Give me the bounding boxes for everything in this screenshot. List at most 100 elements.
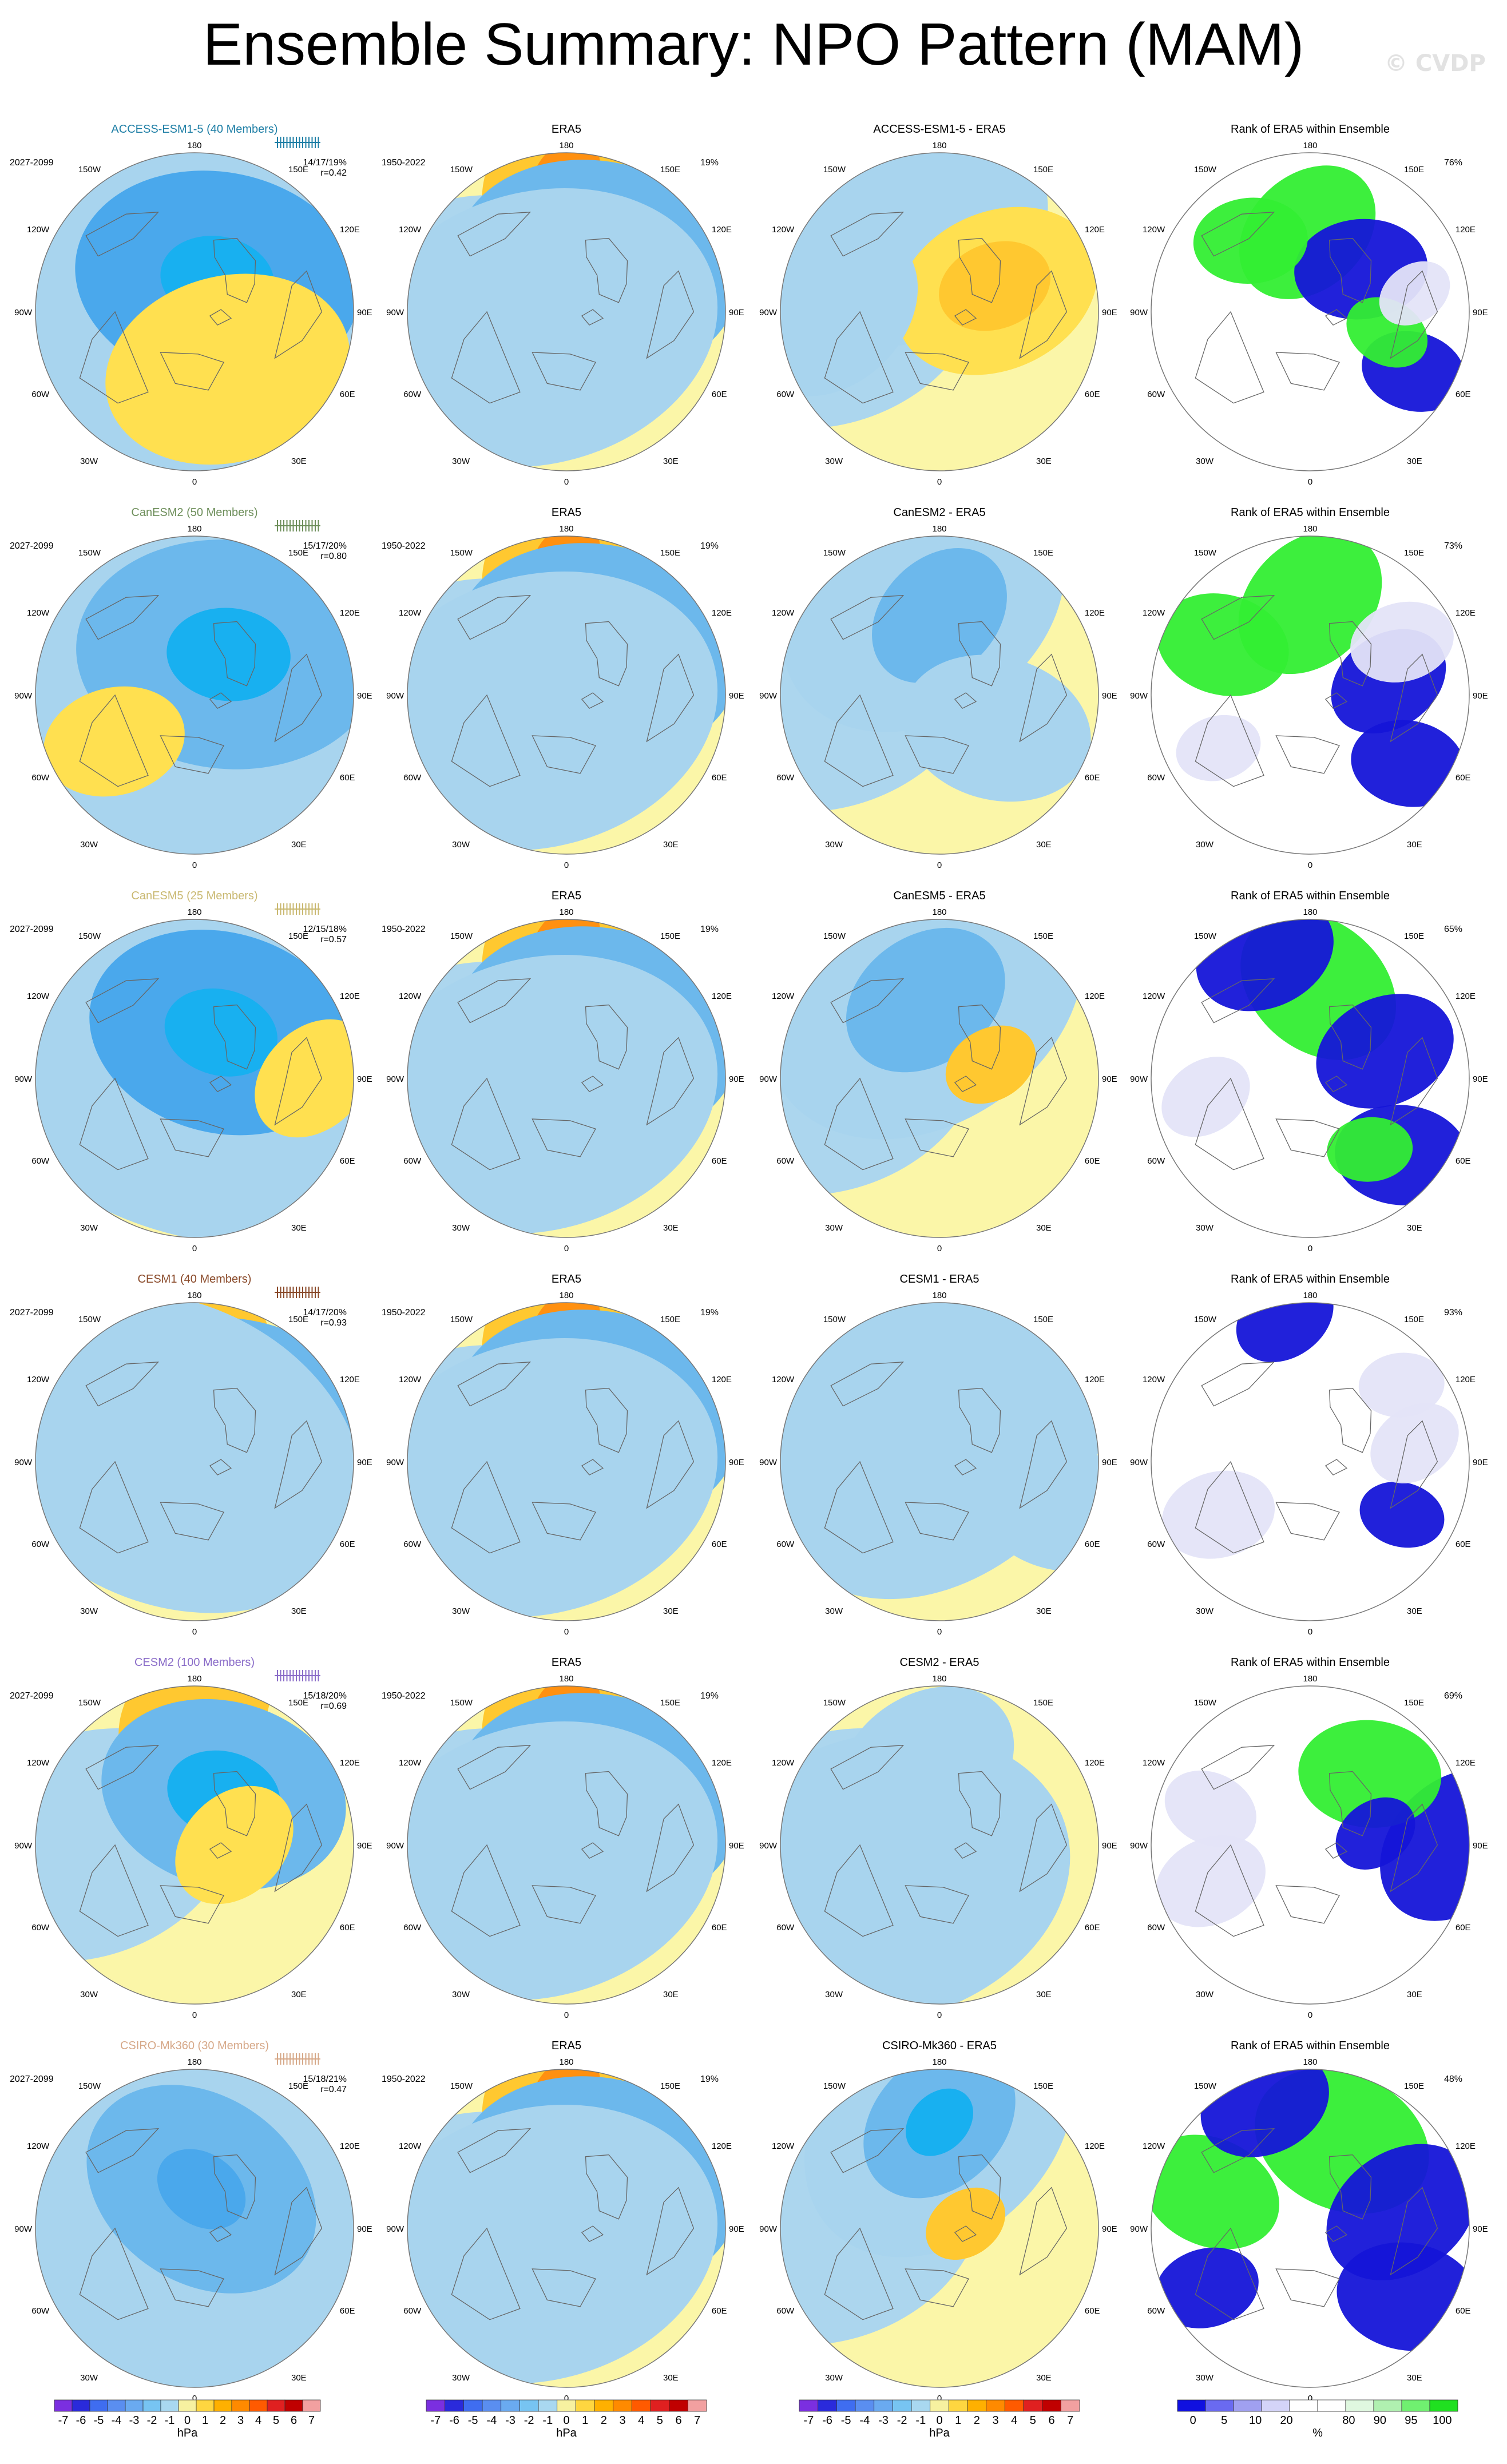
compass-label-mid_upper_left: 120W bbox=[1143, 225, 1165, 235]
variance-label: 73% bbox=[1444, 541, 1462, 551]
compass-label-mid_upper_right: 120E bbox=[1456, 225, 1476, 235]
coastline-2 bbox=[451, 311, 521, 404]
variance-label: 14/17/19% bbox=[303, 158, 347, 168]
compass-label-mid_upper_right: 120E bbox=[1456, 1758, 1476, 1768]
compass-label-lower_right: 30E bbox=[1407, 1606, 1422, 1616]
map-boundary bbox=[407, 2069, 726, 2388]
colorbar-tick-6: -1 bbox=[165, 2414, 175, 2427]
compass-label-right: 90E bbox=[1102, 2224, 1117, 2234]
compass-label-lower_left: 30W bbox=[452, 457, 470, 466]
coastline-5 bbox=[581, 1459, 604, 1476]
colorbar-tick-3: -4 bbox=[112, 2414, 122, 2427]
coastline-2 bbox=[79, 311, 149, 404]
anomaly-blob-2 bbox=[157, 2149, 246, 2229]
coastline-3 bbox=[905, 2268, 969, 2307]
rank-blob-1 bbox=[1316, 994, 1454, 1109]
compass-label-lower_left: 30W bbox=[1196, 1606, 1214, 1616]
compass-label-mid_upper_left: 120W bbox=[772, 991, 795, 1001]
compass-label-mid_upper_right: 120E bbox=[340, 2141, 360, 2151]
compass-label-top: 180 bbox=[1303, 141, 1317, 150]
map-boundary bbox=[1151, 1685, 1470, 2005]
compass-label-top: 180 bbox=[187, 141, 201, 150]
panel-title: ERA5 bbox=[552, 1656, 581, 1669]
colorbar-cell-4 bbox=[1289, 2399, 1318, 2412]
compass-label-upper_right: 150E bbox=[660, 931, 680, 941]
panel-title: CESM2 - ERA5 bbox=[900, 1656, 979, 1669]
rank-blob-5 bbox=[1379, 261, 1450, 326]
period-label: 2027-2099 bbox=[10, 158, 54, 168]
coastline-2 bbox=[824, 1461, 894, 1554]
panel-r4-c0: CESM2 (100 Members) 180 150W 150E 120W 120E 90… bbox=[10, 1656, 372, 2020]
colorbar-tick-7: 0 bbox=[184, 2414, 191, 2427]
colorbar-tick-4: -3 bbox=[505, 2414, 515, 2427]
coastline-3 bbox=[1275, 352, 1340, 391]
panel-title: Rank of ERA5 within Ensemble bbox=[1231, 890, 1390, 902]
compass-label-lower_right: 30E bbox=[1407, 1223, 1422, 1233]
rank-field bbox=[1151, 1303, 1469, 1621]
coastline-5 bbox=[581, 2225, 604, 2243]
compass-label-top: 180 bbox=[932, 907, 946, 917]
panel-title: CanESM2 - ERA5 bbox=[893, 506, 985, 519]
period-label: 1950-2022 bbox=[382, 925, 426, 934]
pressure-field bbox=[407, 919, 725, 1237]
rank-blob-5 bbox=[1176, 715, 1261, 781]
colorbar-cell-2 bbox=[463, 2399, 483, 2412]
map-boundary bbox=[35, 1302, 354, 1621]
map-boundary bbox=[407, 152, 726, 471]
rank-blob-4 bbox=[1358, 1352, 1445, 1418]
compass-label-upper_left: 150W bbox=[78, 165, 101, 174]
compass-label-mid_lower_left: 60W bbox=[31, 773, 50, 783]
compass-label-left: 90W bbox=[1130, 2224, 1148, 2234]
colorbar-hpa-obs: -7 -6 -5 -4 -3 -2 -1 0 1 2 3 4 5 6 7 hPa bbox=[426, 2399, 707, 2439]
colorbar-cell-11 bbox=[1004, 2399, 1024, 2412]
colorbar-tick-11: 4 bbox=[255, 2414, 261, 2427]
compass-label-lower_right: 30E bbox=[1036, 840, 1052, 850]
coastline-4 bbox=[457, 595, 532, 640]
compass-label-mid_upper_right: 120E bbox=[1456, 991, 1476, 1001]
pressure-field bbox=[780, 1686, 1098, 2004]
compass-label-upper_right: 150E bbox=[660, 1315, 680, 1324]
panel-title: ERA5 bbox=[552, 1273, 581, 1285]
compass-label-left: 90W bbox=[14, 691, 33, 701]
compass-label-upper_right: 150E bbox=[288, 1698, 308, 1708]
colorbar-cell-10 bbox=[613, 2399, 632, 2412]
coastline-2 bbox=[824, 694, 894, 787]
coastline-0 bbox=[1328, 1771, 1372, 1836]
colorbar-tick-14: 7 bbox=[1067, 2414, 1073, 2427]
colorbar-tick-9: 2 bbox=[974, 2414, 980, 2427]
anomaly-blob-1 bbox=[872, 548, 1007, 683]
panel-r3-c1: ERA5 180 150W 150E 120W 120E 90W 90E 60W 60E 30W 30… bbox=[382, 1273, 744, 1637]
compass-label-mid_upper_left: 120W bbox=[772, 1375, 795, 1384]
compass-label-mid_lower_right: 60E bbox=[712, 1923, 727, 1933]
map-boundary bbox=[35, 1685, 354, 2005]
colorbar-cell-12 bbox=[1023, 2399, 1043, 2412]
compass-label-mid_upper_right: 120E bbox=[712, 991, 732, 1001]
coastline-4 bbox=[457, 212, 532, 257]
coastline-5 bbox=[581, 309, 604, 326]
compass-label-mid_lower_left: 60W bbox=[776, 2306, 795, 2316]
panel-title: CESM2 (100 Members) bbox=[134, 1656, 255, 1669]
compass-label-mid_lower_left: 60W bbox=[31, 2306, 50, 2316]
colorbar-tick-4: -3 bbox=[878, 2414, 889, 2427]
rank-field bbox=[1151, 536, 1469, 854]
panel-title: Rank of ERA5 within Ensemble bbox=[1231, 506, 1390, 519]
compass-label-left: 90W bbox=[14, 1458, 33, 1467]
colorbar-cell-2 bbox=[1233, 2399, 1262, 2412]
coastline-2 bbox=[451, 1844, 521, 1937]
coastline-4 bbox=[830, 212, 905, 257]
coastline-1 bbox=[274, 653, 323, 743]
compass-label-right: 90E bbox=[1102, 1458, 1117, 1467]
compass-label-lower_left: 30W bbox=[1196, 1223, 1214, 1233]
colorbar-cell-5 bbox=[519, 2399, 539, 2412]
compass-label-left: 90W bbox=[386, 1074, 404, 1084]
coastline-4 bbox=[830, 595, 905, 640]
pressure-field bbox=[407, 1303, 725, 1621]
colorbar-tick-5: -2 bbox=[524, 2414, 534, 2427]
compass-label-mid_lower_left: 60W bbox=[403, 1156, 422, 1166]
colorbar-cell-1 bbox=[818, 2399, 837, 2412]
coastline-3 bbox=[532, 1502, 596, 1541]
coastline-0 bbox=[213, 1004, 256, 1070]
compass-label-upper_right: 150E bbox=[1033, 548, 1053, 558]
variance-label: 19% bbox=[700, 158, 719, 168]
colorbar-cell-14 bbox=[1060, 2399, 1080, 2412]
